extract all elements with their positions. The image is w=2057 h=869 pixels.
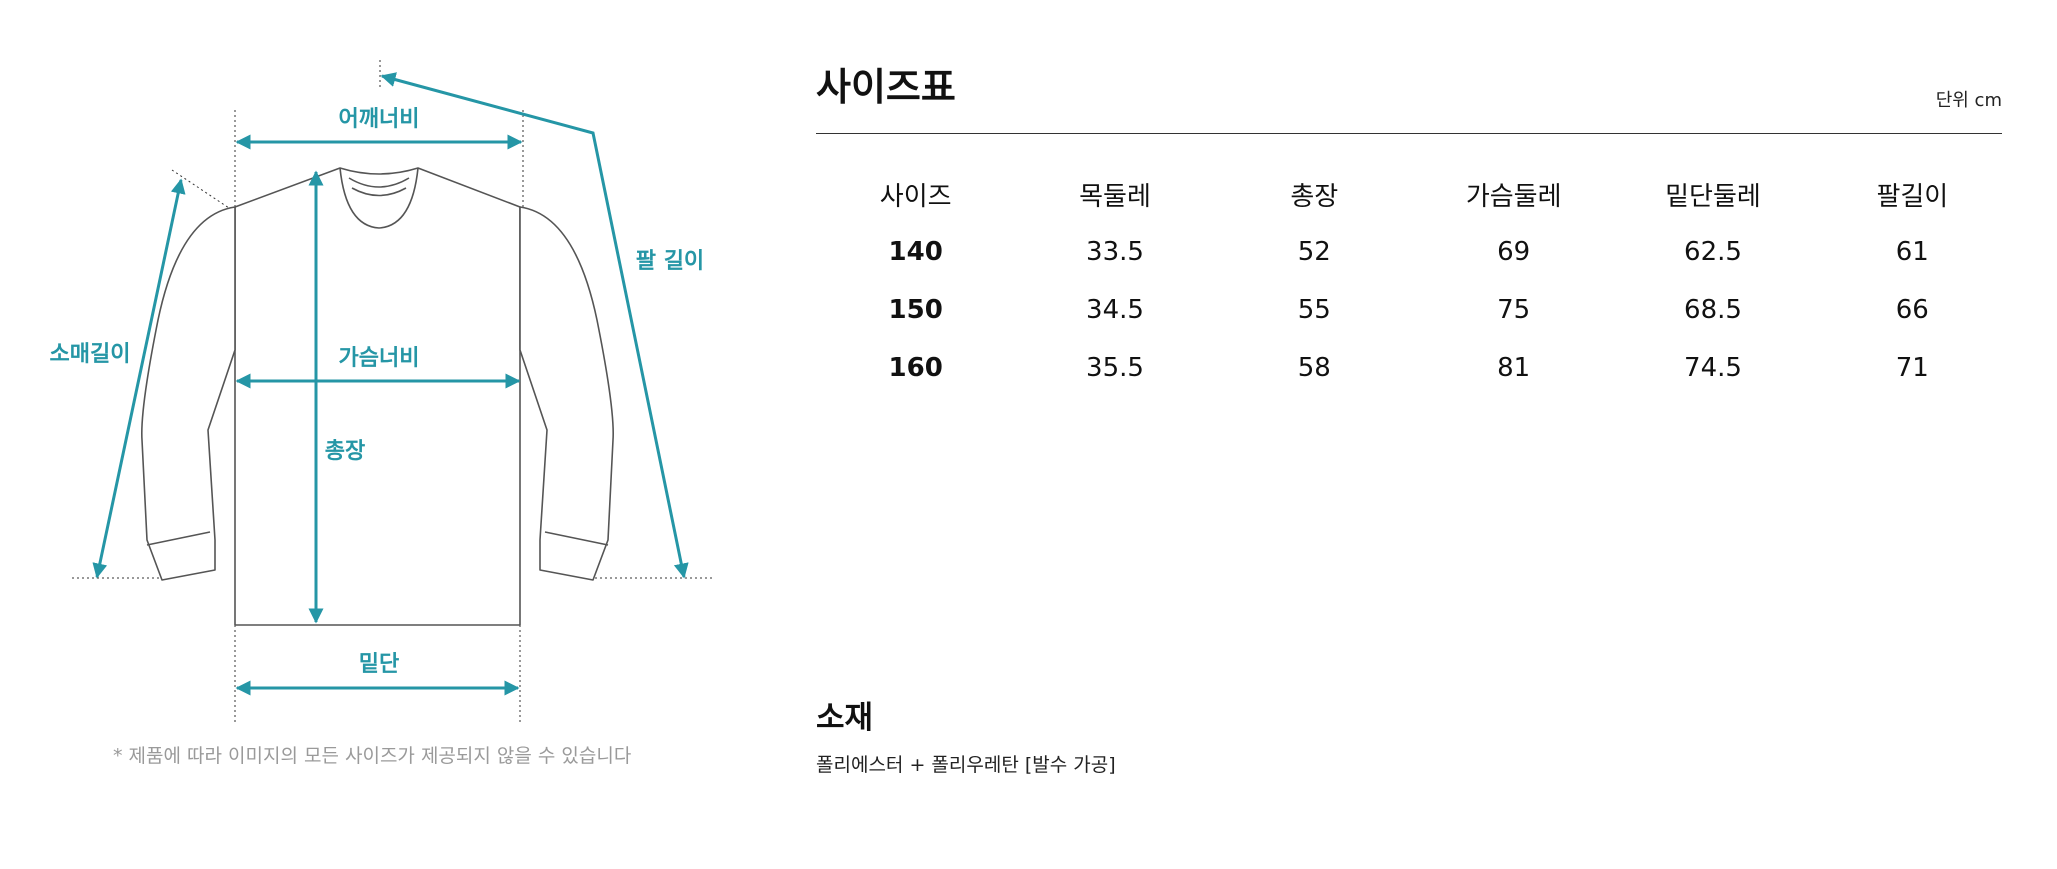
header-size: 사이즈 — [879, 181, 952, 212]
header-neck: 목둘레 — [1079, 181, 1151, 212]
row-160-chest: 81 — [1497, 353, 1531, 383]
row-140-chest: 69 — [1497, 237, 1531, 267]
hem-label: 밑단 — [359, 652, 399, 677]
shirt-outline — [141, 167, 614, 626]
row-140-length: 52 — [1297, 237, 1331, 267]
header-chest: 가슴둘레 — [1465, 181, 1562, 212]
right-sleeve — [519, 206, 614, 581]
shirt-body — [234, 167, 521, 626]
row-160-neck: 35.5 — [1086, 353, 1144, 383]
disclaimer-note: * 제품에 따라 이미지의 모든 사이즈가 제공되지 않을 수 있습니다 — [113, 745, 632, 767]
row-140-hem: 62.5 — [1684, 237, 1742, 267]
measurement-diagram: 어깨너비 가슴너비 총장 밑단 소매길이 팔 길이 — [50, 60, 712, 725]
row-160-hem: 74.5 — [1684, 353, 1742, 383]
unit-label: 단위 cm — [1935, 90, 2002, 111]
arm-arrow — [380, 72, 689, 579]
header-arm: 팔길이 — [1876, 181, 1949, 212]
header-length: 총장 — [1290, 181, 1339, 212]
row-140-size: 140 — [888, 237, 943, 267]
row-160-arm: 71 — [1895, 353, 1929, 383]
arm-label: 팔 길이 — [636, 249, 704, 274]
title-divider — [816, 133, 2002, 134]
chest-label: 가슴너비 — [339, 346, 420, 371]
row-150-size: 150 — [888, 295, 943, 325]
length-label: 총장 — [325, 439, 365, 464]
row-150-chest: 75 — [1497, 295, 1531, 325]
row-150-length: 55 — [1297, 295, 1331, 325]
row-160-length: 58 — [1297, 353, 1331, 383]
row-150-hem: 68.5 — [1684, 295, 1742, 325]
measure-arrows — [92, 72, 689, 696]
size-table: 사이즈 목둘레 총장 가슴둘레 밑단둘레 팔길이 140 33.5 52 69 … — [816, 165, 2012, 397]
material-title: 소재 — [816, 700, 874, 736]
sleeve-label: 소매길이 — [50, 342, 131, 367]
shoulder-label: 어깨너비 — [339, 107, 420, 132]
sleeve-arrow — [92, 178, 186, 579]
left-sleeve — [141, 206, 236, 581]
row-150-arm: 66 — [1895, 295, 1929, 325]
header-hem: 밑단둘레 — [1665, 181, 1761, 212]
row-140-arm: 61 — [1895, 237, 1929, 267]
material-value: 폴리에스터 + 폴리우레탄 [발수 가공] — [816, 754, 1116, 776]
size-chart-title: 사이즈표 — [816, 65, 956, 109]
row-140-neck: 33.5 — [1086, 237, 1144, 267]
row-160-size: 160 — [888, 353, 943, 383]
row-150-neck: 34.5 — [1086, 295, 1144, 325]
